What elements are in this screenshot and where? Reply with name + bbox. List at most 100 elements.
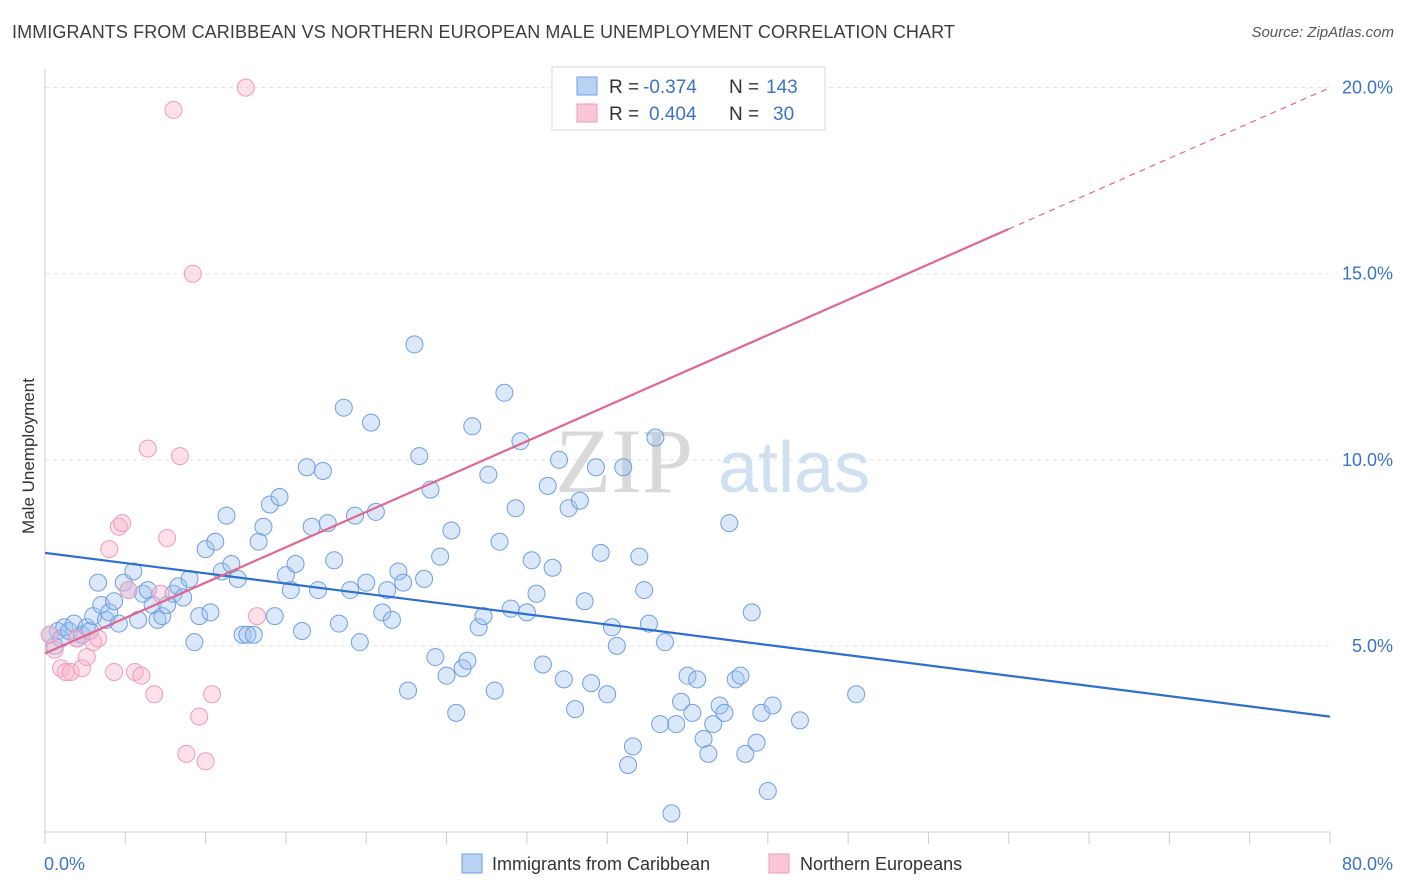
legend-label-caribbean: Immigrants from Caribbean	[492, 854, 710, 874]
data-point	[158, 528, 177, 547]
data-point	[527, 584, 546, 603]
stats-r-value-2: 0.404	[649, 104, 697, 125]
data-point	[217, 506, 236, 525]
data-point	[538, 476, 557, 495]
y-tick-label: 5.0%	[1352, 636, 1393, 656]
x-ticks	[44, 832, 1331, 844]
data-point	[731, 666, 750, 685]
data-point	[350, 633, 369, 652]
data-point	[170, 447, 189, 466]
data-point	[554, 670, 573, 689]
stats-n-value-2: 30	[773, 104, 794, 125]
data-point	[726, 670, 745, 689]
data-point	[575, 592, 594, 611]
data-point	[362, 413, 381, 432]
y-tick-label: 20.0%	[1342, 78, 1393, 98]
data-point	[84, 633, 103, 652]
data-point	[623, 737, 642, 756]
data-point	[177, 744, 196, 763]
data-point	[346, 506, 365, 525]
data-point	[790, 711, 809, 730]
data-point	[586, 458, 605, 477]
data-point	[410, 447, 429, 466]
data-point	[244, 625, 263, 644]
watermark: ZIP atlas	[555, 410, 870, 512]
trend-line-caribbean	[44, 551, 1331, 718]
data-point	[543, 558, 562, 577]
data-point	[490, 532, 509, 551]
data-point	[699, 744, 718, 763]
data-point	[715, 703, 734, 722]
data-point	[132, 666, 151, 685]
legend-label-northern: Northern Europeans	[800, 854, 962, 874]
data-point	[688, 670, 707, 689]
data-point	[458, 651, 477, 670]
stats-swatch-caribbean	[576, 76, 598, 96]
data-point	[260, 495, 279, 514]
series-caribbean-points	[40, 335, 866, 823]
data-point	[501, 599, 520, 618]
y-tick-label: 10.0%	[1342, 450, 1393, 470]
data-point	[105, 592, 124, 611]
x-tick-label-max: 80.0%	[1342, 854, 1393, 874]
data-point	[415, 569, 434, 588]
data-point	[639, 614, 658, 633]
data-point	[113, 514, 132, 533]
stats-swatch-northern	[576, 103, 598, 123]
data-point	[378, 581, 397, 600]
data-point	[474, 607, 493, 626]
data-point	[672, 692, 691, 711]
data-point	[570, 491, 589, 510]
stats-legend: R = -0.374 N = 143 R = 0.404 N = 30	[551, 66, 826, 131]
data-point	[495, 383, 514, 402]
data-point	[646, 428, 665, 447]
chart-title: IMMIGRANTS FROM CARIBBEAN VS NORTHERN EU…	[12, 22, 955, 42]
data-point	[399, 681, 418, 700]
data-point	[394, 573, 413, 592]
data-point	[105, 662, 124, 681]
data-point	[148, 610, 167, 629]
data-point	[124, 562, 143, 581]
data-point	[747, 733, 766, 752]
data-point	[598, 685, 617, 704]
data-point	[196, 752, 215, 771]
data-point	[479, 465, 498, 484]
data-point	[426, 648, 445, 667]
data-point	[100, 540, 119, 559]
data-point	[651, 715, 670, 734]
data-point	[720, 514, 739, 533]
data-point	[72, 659, 91, 678]
data-point	[236, 78, 255, 97]
legend-swatch-caribbean	[461, 853, 483, 874]
data-point	[437, 666, 456, 685]
source-credit: Source: ZipAtlas.com	[1251, 24, 1394, 41]
data-point	[297, 458, 316, 477]
data-point	[89, 573, 108, 592]
data-point	[758, 782, 777, 801]
data-point	[607, 636, 626, 655]
stats-n-label-1: N =	[729, 77, 759, 98]
trend-lines	[44, 87, 1331, 718]
data-point	[704, 715, 723, 734]
data-point	[206, 532, 225, 551]
data-point	[694, 729, 713, 748]
data-point	[249, 532, 268, 551]
data-point	[463, 417, 482, 436]
stats-r-label-2: R =	[609, 104, 639, 125]
data-point	[357, 573, 376, 592]
data-point	[201, 603, 220, 622]
data-point	[119, 581, 138, 600]
data-point	[164, 100, 183, 119]
stats-n-label-2: N =	[729, 104, 759, 125]
data-point	[77, 648, 96, 667]
trend-line-northern	[44, 228, 1010, 655]
watermark-atlas: atlas	[718, 428, 870, 508]
data-point	[522, 551, 541, 570]
data-point	[382, 610, 401, 629]
data-point	[286, 555, 305, 574]
series-legend: Immigrants from Caribbean Northern Europ…	[461, 853, 962, 874]
data-point	[238, 625, 257, 644]
data-point	[254, 517, 273, 536]
data-point	[431, 547, 450, 566]
